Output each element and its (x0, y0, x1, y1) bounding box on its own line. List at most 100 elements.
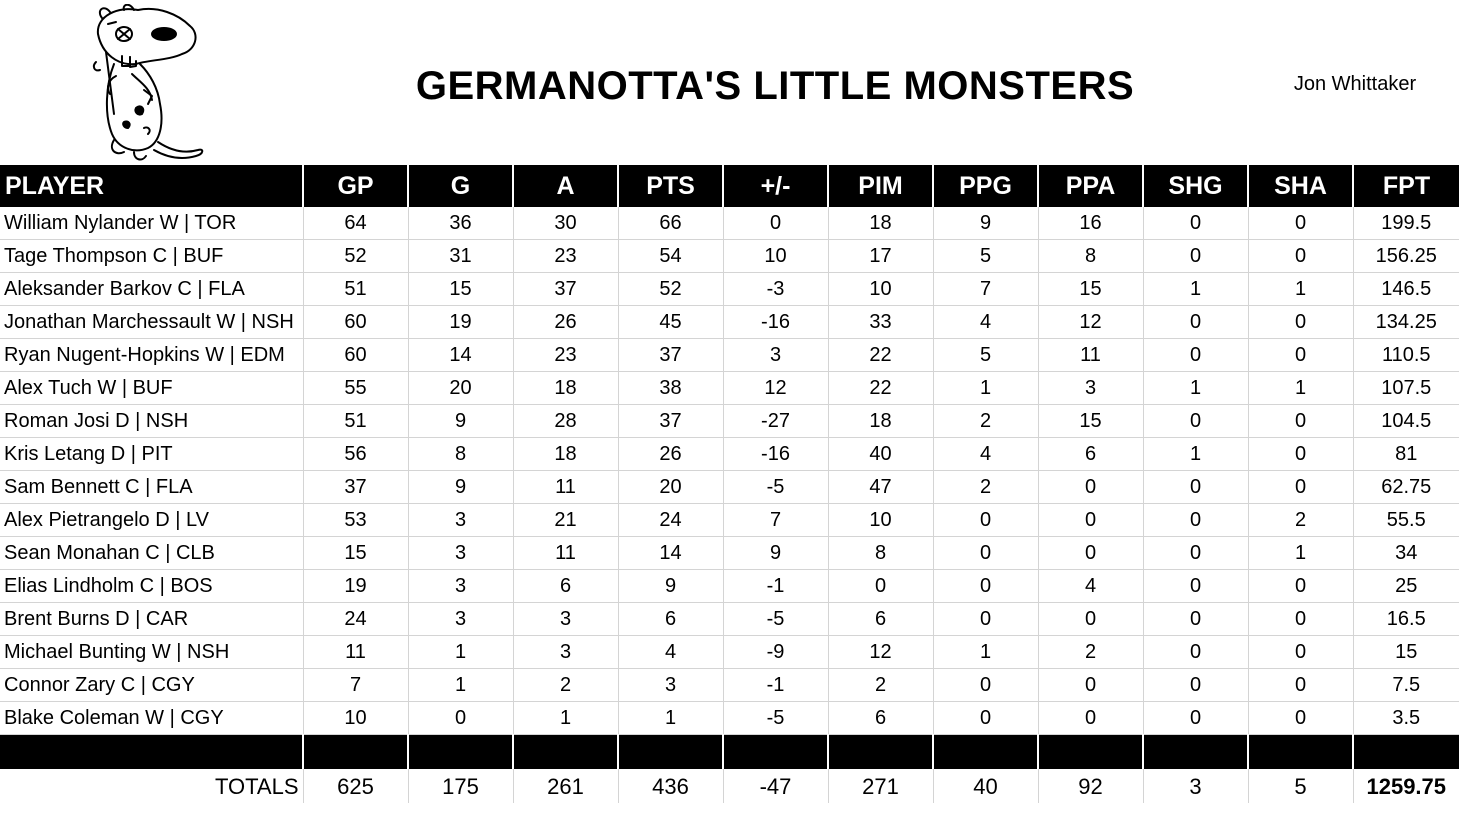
cell-fpt: 25 (1352, 569, 1459, 603)
table-row: Alex Tuch W | BUF 55 20 18 38 12 22 1 3 1 1 107.5 (0, 371, 1459, 405)
cell-pim: 10 (827, 272, 933, 306)
cell-pts: 14 (617, 536, 723, 570)
cell-g: 1 (407, 635, 513, 669)
table-row: Sean Monahan C | CLB 15 3 11 14 9 8 0 0 0 1 34 (0, 536, 1459, 570)
cell-sha: 0 (1247, 207, 1353, 240)
cell-pim: 8 (827, 536, 933, 570)
table-row: Aleksander Barkov C | FLA 51 15 37 52 -3 10 7 15… (0, 272, 1459, 306)
totals-ppg: 40 (932, 769, 1038, 803)
cell-gp: 15 (302, 536, 408, 570)
cell-shg: 0 (1142, 305, 1248, 339)
cell-sha: 0 (1247, 305, 1353, 339)
cell-ppa: 0 (1037, 701, 1143, 735)
table-row: Alex Pietrangelo D | LV 53 3 21 24 7 10 0 0 0 2 55.… (0, 503, 1459, 537)
totals-a: 261 (512, 769, 618, 803)
cell-pts: 3 (617, 668, 723, 702)
cell-shg: 0 (1142, 569, 1248, 603)
cell-ppg: 5 (932, 338, 1038, 372)
cell-sha: 0 (1247, 701, 1353, 735)
cell-plus-minus: 7 (722, 503, 828, 537)
cell-player: Alex Tuch W | BUF (0, 371, 303, 405)
table-row: Kris Letang D | PIT 56 8 18 26 -16 40 4 6 1 0 81 (0, 437, 1459, 471)
totals-fpt: 1259.75 (1352, 769, 1459, 803)
cell-ppa: 12 (1037, 305, 1143, 339)
column-header-player: PLAYER (0, 165, 303, 207)
cell-fpt: 81 (1352, 437, 1459, 471)
cell-g: 15 (407, 272, 513, 306)
cell-fpt: 7.5 (1352, 668, 1459, 702)
cell-player: Elias Lindholm C | BOS (0, 569, 303, 603)
separator-cell (617, 734, 723, 769)
cell-pim: 22 (827, 338, 933, 372)
separator-cell (0, 734, 303, 769)
totals-ppa: 92 (1037, 769, 1143, 803)
cell-ppa: 6 (1037, 437, 1143, 471)
cell-g: 36 (407, 207, 513, 240)
cell-g: 9 (407, 404, 513, 438)
cell-ppa: 0 (1037, 602, 1143, 636)
cell-a: 6 (512, 569, 618, 603)
header-row: PLAYER GP G A PTS +/- PIM PPG PPA SHG SH… (0, 165, 1459, 207)
cell-player: William Nylander W | TOR (0, 207, 303, 240)
cell-pim: 33 (827, 305, 933, 339)
separator-cell (512, 734, 618, 769)
table-row: Ryan Nugent-Hopkins W | EDM 60 14 23 37 3 22 5 1… (0, 338, 1459, 372)
separator-cell (1352, 734, 1459, 769)
cell-fpt: 3.5 (1352, 701, 1459, 735)
cell-sha: 0 (1247, 239, 1353, 273)
cell-shg: 0 (1142, 668, 1248, 702)
totals-row: TOTALS 625 175 261 436 -47 271 40 92 3 5… (0, 769, 1459, 803)
cell-pts: 6 (617, 602, 723, 636)
cell-gp: 64 (302, 207, 408, 240)
cell-gp: 37 (302, 470, 408, 504)
column-header-plus-minus: +/- (722, 165, 828, 207)
cell-ppa: 0 (1037, 668, 1143, 702)
cell-player: Aleksander Barkov C | FLA (0, 272, 303, 306)
cell-fpt: 62.75 (1352, 470, 1459, 504)
table-row: William Nylander W | TOR 64 36 30 66 0 18 9 16 0 0… (0, 207, 1459, 240)
totals-pim: 271 (827, 769, 933, 803)
cell-a: 3 (512, 635, 618, 669)
cell-ppa: 15 (1037, 272, 1143, 306)
cell-player: Sam Bennett C | FLA (0, 470, 303, 504)
cell-gp: 55 (302, 371, 408, 405)
cell-g: 1 (407, 668, 513, 702)
cell-ppg: 4 (932, 305, 1038, 339)
cell-pts: 9 (617, 569, 723, 603)
cell-gp: 11 (302, 635, 408, 669)
cell-fpt: 199.5 (1352, 207, 1459, 240)
cell-g: 3 (407, 602, 513, 636)
cell-plus-minus: 3 (722, 338, 828, 372)
cell-plus-minus: 12 (722, 371, 828, 405)
separator-cell (932, 734, 1038, 769)
cell-plus-minus: 0 (722, 207, 828, 240)
cell-gp: 24 (302, 602, 408, 636)
column-header-pts: PTS (617, 165, 723, 207)
column-header-ppg: PPG (932, 165, 1038, 207)
table-row: Elias Lindholm C | BOS 19 3 6 9 -1 0 0 4 0 0 25 (0, 569, 1459, 603)
cell-ppg: 0 (932, 602, 1038, 636)
cell-fpt: 146.5 (1352, 272, 1459, 306)
cell-pts: 20 (617, 470, 723, 504)
cell-g: 14 (407, 338, 513, 372)
cell-pim: 17 (827, 239, 933, 273)
cell-plus-minus: -16 (722, 437, 828, 471)
cell-fpt: 156.25 (1352, 239, 1459, 273)
totals-g: 175 (407, 769, 513, 803)
cell-player: Jonathan Marchessault W | NSH (0, 305, 303, 339)
cell-pts: 37 (617, 404, 723, 438)
cell-pts: 1 (617, 701, 723, 735)
separator-cell (827, 734, 933, 769)
cell-shg: 0 (1142, 239, 1248, 273)
cell-a: 2 (512, 668, 618, 702)
cell-gp: 56 (302, 437, 408, 471)
table-row: Jonathan Marchessault W | NSH 60 19 26 45 -16… (0, 305, 1459, 339)
cell-sha: 0 (1247, 668, 1353, 702)
cell-ppg: 5 (932, 239, 1038, 273)
cell-player: Roman Josi D | NSH (0, 404, 303, 438)
cell-fpt: 15 (1352, 635, 1459, 669)
cell-ppg: 0 (932, 569, 1038, 603)
cell-ppa: 2 (1037, 635, 1143, 669)
column-header-ppa: PPA (1037, 165, 1143, 207)
cell-a: 30 (512, 207, 618, 240)
